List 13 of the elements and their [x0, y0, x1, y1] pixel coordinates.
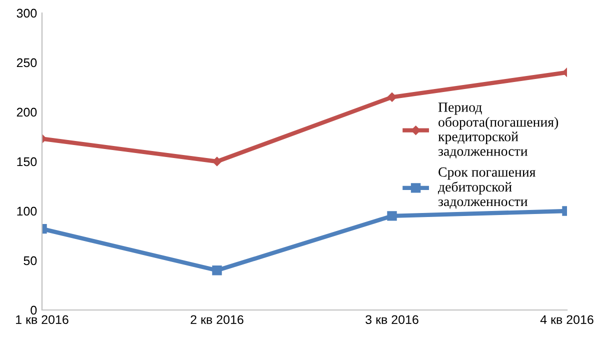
legend-label: Срок погашения дебиторской задолженности — [438, 167, 536, 209]
x-tick-label: 2 кв 2016 — [190, 315, 244, 324]
y-tick-label: 300 — [16, 8, 37, 18]
x-tick-label: 3 кв 2016 — [366, 315, 418, 324]
x-tick-label: 1 кв 2016 — [16, 315, 68, 324]
y-tick-label: 50 — [24, 256, 37, 266]
y-tick-label: 200 — [16, 108, 37, 117]
legend-label: Период оборота(погашения) кредиторской задолженности — [438, 102, 558, 158]
y-tick-label: 250 — [16, 58, 37, 68]
y-tick-label: 100 — [17, 206, 37, 216]
y-tick-label: 0 — [30, 306, 37, 315]
x-tick-label: 4 кв 2016 — [540, 315, 594, 324]
y-tick-label: 150 — [17, 157, 37, 166]
